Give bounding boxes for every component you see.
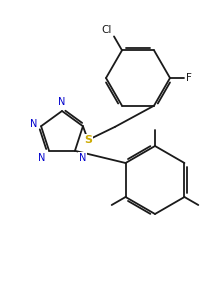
Text: Cl: Cl — [102, 25, 112, 35]
Text: N: N — [58, 97, 66, 107]
Text: F: F — [186, 73, 192, 83]
Text: N: N — [79, 153, 86, 163]
Text: S: S — [84, 135, 92, 145]
Text: N: N — [30, 119, 37, 129]
Text: N: N — [38, 153, 45, 163]
